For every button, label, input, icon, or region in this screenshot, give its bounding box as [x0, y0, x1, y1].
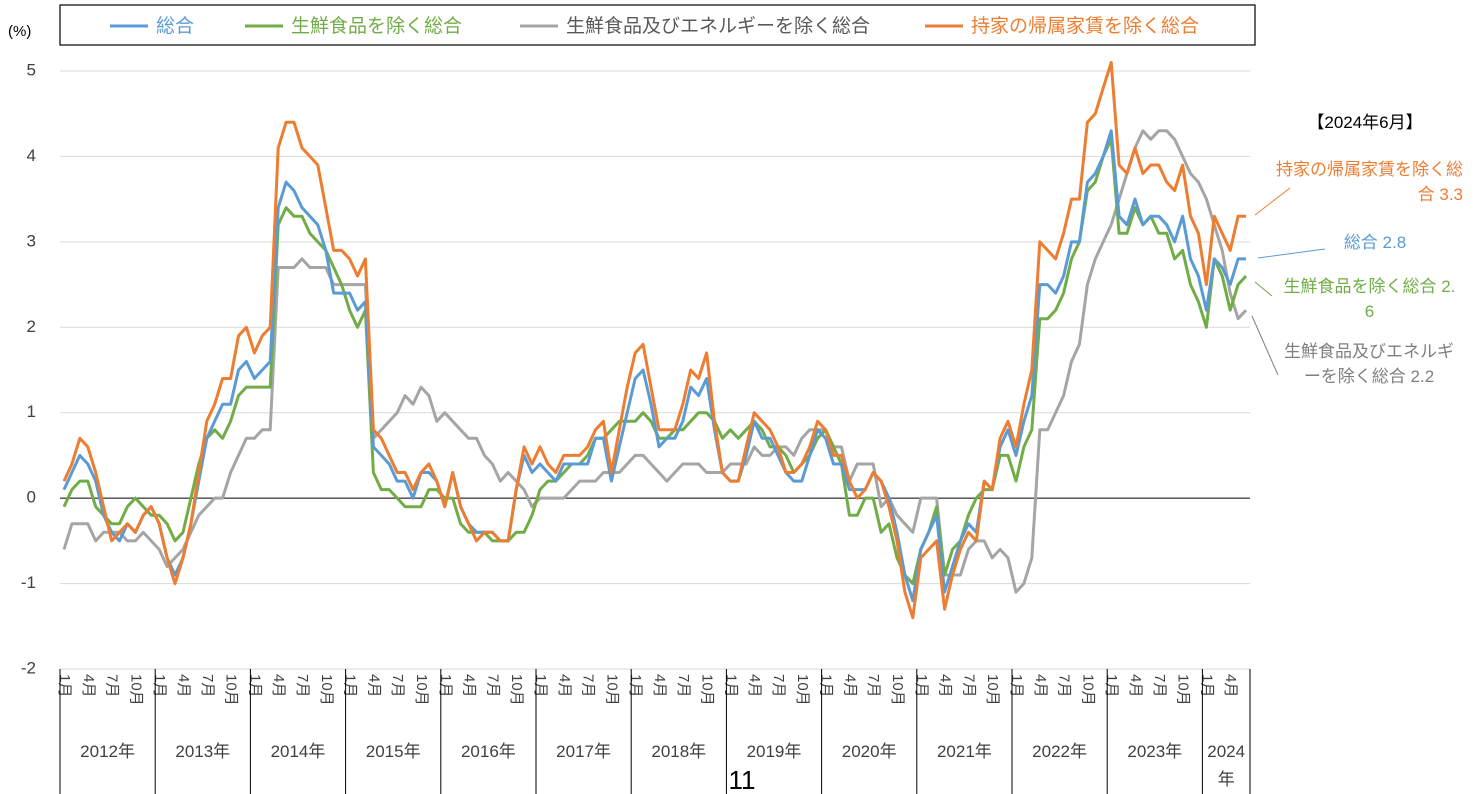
annotation: 生鮮食品を除く総合 2.6	[1283, 277, 1456, 321]
x-tick-label: 10月	[984, 674, 1001, 706]
x-tick-label: 4月	[746, 674, 763, 697]
x-tick-label: 1月	[722, 674, 739, 697]
leader-line	[1254, 187, 1291, 216]
y-tick-label: 2	[27, 317, 36, 336]
x-tick-label: 7月	[675, 674, 692, 697]
x-tick-label: 4月	[937, 674, 954, 697]
annotation: 総合 2.8	[1343, 233, 1407, 252]
x-tick-label: 7月	[865, 674, 882, 697]
x-tick-label: 4月	[365, 674, 382, 697]
y-tick-label: -1	[21, 573, 36, 592]
year-label: 2022年	[1032, 742, 1087, 761]
y-tick-label: 5	[27, 60, 36, 79]
x-tick-label: 7月	[1056, 674, 1073, 697]
year-label: 2019年	[746, 742, 802, 761]
legend-label: 総合	[156, 15, 194, 37]
x-tick-label: 10月	[318, 674, 335, 706]
x-tick-label: 7月	[580, 674, 597, 697]
y-axis-label: (%)	[8, 23, 31, 40]
legend-label: 生鮮食品及びエネルギーを除く総合	[566, 15, 870, 37]
x-tick-label: 1月	[342, 674, 359, 697]
year-label: 2012年	[80, 742, 135, 761]
x-tick-label: 1月	[532, 674, 549, 697]
y-tick-label: 0	[27, 488, 36, 507]
x-tick-label: 10月	[413, 674, 430, 706]
x-tick-label: 7月	[199, 674, 216, 697]
x-tick-label: 1月	[56, 674, 73, 697]
x-tick-label: 4月	[1127, 674, 1144, 697]
annotation: 持家の帰属家賃を除く総合 3.3	[1276, 160, 1463, 204]
x-tick-label: 1月	[627, 674, 644, 697]
x-tick-label: 7月	[1151, 674, 1168, 697]
x-tick-label: 4月	[1032, 674, 1049, 697]
x-tick-label: 1月	[151, 674, 168, 697]
x-tick-label: 1月	[437, 674, 454, 697]
y-tick-label: 3	[27, 231, 36, 250]
x-tick-label: 10月	[889, 674, 906, 706]
x-tick-label: 10月	[794, 674, 811, 706]
y-tick-label: 1	[27, 402, 36, 421]
x-tick-label: 1月	[246, 674, 263, 697]
series-line	[62, 61, 1246, 620]
x-tick-label: 4月	[841, 674, 858, 697]
legend-box	[59, 4, 1256, 46]
year-label: 2023年	[1127, 742, 1183, 761]
x-tick-label: 1月	[1198, 674, 1215, 697]
year-label: 2016年	[460, 742, 516, 761]
leader-line	[1251, 315, 1279, 376]
leader-line	[1257, 248, 1326, 259]
x-tick-label: 10月	[223, 674, 240, 706]
x-tick-label: 10月	[1079, 674, 1096, 706]
annotation: 生鮮食品及びエネルギーを除く総合 2.2	[1284, 342, 1454, 386]
series-line	[62, 129, 1248, 594]
x-tick-label: 4月	[270, 674, 287, 697]
x-tick-label: 4月	[461, 674, 478, 697]
year-label: 2018年	[651, 742, 707, 761]
year-label: 2021年	[936, 742, 992, 761]
leader-line	[1254, 281, 1273, 297]
year-label: 2024年	[1207, 742, 1246, 789]
x-tick-label: 10月	[1175, 674, 1192, 706]
y-tick-label: -2	[21, 658, 36, 677]
x-tick-label: 7月	[770, 674, 787, 697]
legend-label: 持家の帰属家賃を除く総合	[971, 15, 1199, 37]
page-number: 11	[729, 765, 756, 794]
x-tick-label: 10月	[699, 674, 716, 706]
series-line	[62, 129, 1246, 603]
x-tick-label: 4月	[556, 674, 573, 697]
x-tick-label: 7月	[294, 674, 311, 697]
year-label: 2020年	[841, 742, 897, 761]
year-label: 2014年	[270, 742, 326, 761]
x-tick-label: 4月	[175, 674, 192, 697]
x-tick-label: 10月	[508, 674, 525, 706]
x-tick-label: 10月	[127, 674, 144, 706]
x-tick-label: 4月	[1222, 674, 1239, 697]
x-tick-label: 7月	[960, 674, 977, 697]
x-tick-label: 4月	[80, 674, 97, 697]
y-tick-label: 4	[27, 146, 36, 165]
x-tick-label: 7月	[104, 674, 121, 697]
x-tick-label: 1月	[1103, 674, 1120, 697]
x-tick-label: 7月	[389, 674, 406, 697]
year-label: 2017年	[556, 742, 611, 761]
x-tick-label: 1月	[1008, 674, 1025, 697]
x-tick-label: 10月	[603, 674, 620, 706]
legend-label: 生鮮食品を除く総合	[291, 15, 462, 37]
x-tick-label: 7月	[484, 674, 501, 697]
x-tick-label: 1月	[818, 674, 835, 697]
annotation: 【2024年6月】	[1307, 113, 1423, 132]
year-label: 2013年	[175, 742, 231, 761]
x-tick-label: 4月	[651, 674, 668, 697]
x-tick-label: 1月	[913, 674, 930, 697]
year-label: 2015年	[365, 742, 421, 761]
